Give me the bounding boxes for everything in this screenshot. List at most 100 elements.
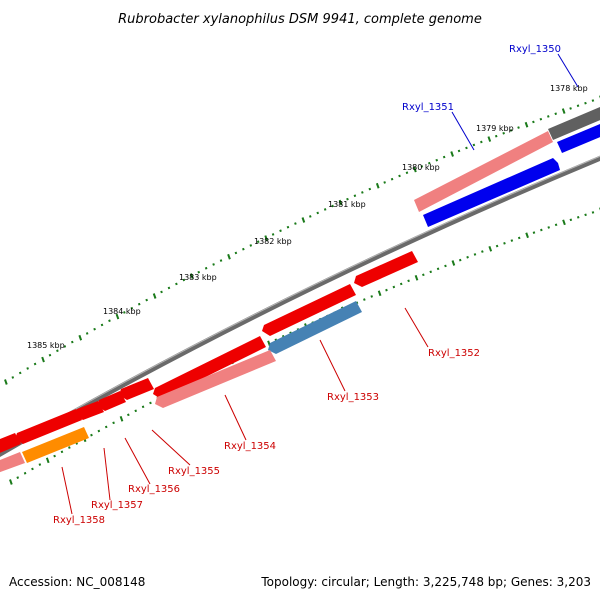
tick-mark: [435, 158, 439, 162]
tick-mark: [458, 258, 462, 262]
gene-rxyl-1351-part[interactable]: [557, 124, 600, 153]
tick-mark: [63, 345, 67, 348]
kbp-label-1382: 1382 kbp: [254, 237, 292, 246]
tick-mark: [286, 225, 290, 229]
tick-mark: [119, 415, 124, 422]
tick-mark: [316, 211, 320, 215]
tick-mark: [466, 255, 469, 259]
tick-mark: [48, 353, 52, 357]
tick-mark: [112, 421, 115, 425]
label-rxyl-1352[interactable]: Rxyl_1352: [428, 348, 480, 359]
kbp-label-1378: 1378 kbp: [550, 84, 588, 93]
tick-mark: [465, 146, 468, 150]
label-rxyl-1355[interactable]: Rxyl_1355: [168, 466, 220, 477]
kbp-label-1383: 1383 kbp: [179, 273, 217, 282]
tick-mark: [413, 166, 417, 173]
tick-mark: [546, 115, 550, 118]
gene-rxyl-1356[interactable]: [97, 391, 126, 411]
tick-mark: [554, 112, 558, 116]
tick-mark: [45, 457, 50, 464]
tick-mark: [370, 295, 374, 298]
tick-mark: [167, 286, 171, 290]
tick-mark: [127, 413, 130, 417]
tick-mark: [361, 191, 364, 194]
tick-mark: [90, 433, 93, 437]
tick-mark: [100, 323, 104, 327]
tick-mark: [420, 165, 424, 168]
gene-rxyl-1354-b[interactable]: [153, 336, 266, 399]
label-rxyl-1353[interactable]: Rxyl_1353: [327, 392, 379, 403]
tick-mark: [405, 171, 409, 175]
gene-rxyl-1357-b[interactable]: [15, 409, 82, 444]
tick-mark: [26, 367, 29, 370]
tick-mark: [451, 260, 456, 266]
tick-mark: [444, 264, 447, 268]
tick-mark: [130, 306, 134, 310]
tick-mark: [584, 213, 587, 217]
gene-rxyl-1355[interactable]: [119, 378, 154, 400]
tick-mark: [450, 151, 454, 157]
tick-mark: [517, 236, 521, 240]
label-rxyl-1357[interactable]: Rxyl_1357: [91, 500, 143, 511]
tick-mark: [503, 241, 506, 245]
tick-mark: [569, 107, 572, 110]
gene-rxyl-1353[interactable]: [268, 301, 362, 354]
tick-mark: [204, 266, 208, 270]
label-rxyl-1350[interactable]: Rxyl_1350: [509, 44, 561, 55]
tick-mark: [472, 143, 476, 147]
tick-mark: [227, 253, 231, 260]
gene-rxyl-1352-b[interactable]: [262, 284, 356, 336]
tick-mark: [249, 244, 253, 247]
kbp-label-1384: 1384 kbp: [103, 307, 141, 316]
gene-rxyl-1358[interactable]: [22, 427, 89, 463]
tick-mark: [414, 274, 419, 281]
tick-mark: [31, 467, 34, 471]
tick-mark: [16, 476, 20, 479]
tick-mark: [591, 99, 595, 102]
tick-mark: [294, 222, 297, 225]
tick-mark: [480, 140, 483, 144]
tick-mark: [540, 228, 543, 232]
gene-rxyl-1354[interactable]: [155, 350, 276, 408]
gene-rxyl-1358-left[interactable]: [0, 433, 21, 455]
tick-mark: [9, 479, 13, 485]
tick-mark: [219, 259, 223, 262]
tick-mark: [368, 187, 372, 191]
tick-mark: [331, 204, 334, 208]
tick-mark: [517, 126, 520, 129]
tick-mark: [85, 332, 89, 335]
tick-mark: [104, 425, 108, 429]
tick-mark: [189, 273, 194, 279]
tick-mark: [301, 217, 306, 223]
tick-mark: [123, 311, 126, 314]
tick-mark: [561, 108, 566, 114]
tick-mark: [547, 226, 551, 229]
tick-mark: [398, 174, 401, 178]
gene-rxyl-1350[interactable]: [548, 107, 600, 140]
tick-mark: [562, 219, 566, 226]
tick-mark: [487, 136, 492, 142]
gene-left-pink[interactable]: [0, 452, 25, 474]
label-rxyl-1356[interactable]: Rxyl_1356: [128, 484, 180, 495]
label-rxyl-1351[interactable]: Rxyl_1351: [402, 102, 454, 113]
tick-mark: [11, 376, 15, 379]
tick-mark: [591, 211, 595, 214]
label-rxyl-1358[interactable]: Rxyl_1358: [53, 515, 105, 526]
gene-rxyl-1357[interactable]: [75, 401, 104, 420]
gene-rxyl-1350-region[interactable]: [414, 131, 553, 212]
tick-mark: [4, 379, 8, 385]
tick-mark: [532, 231, 536, 234]
tick-mark: [38, 463, 42, 466]
tick-mark: [23, 471, 27, 475]
tick-mark: [182, 278, 186, 282]
label-rxyl-1354[interactable]: Rxyl_1354: [224, 441, 276, 452]
gene-rxyl-1351[interactable]: [423, 158, 560, 227]
tick-mark: [442, 155, 446, 159]
tick-mark: [78, 334, 83, 341]
tick-mark: [308, 215, 312, 218]
tick-mark: [576, 215, 580, 219]
tick-mark: [137, 302, 141, 306]
tick-mark: [68, 446, 71, 449]
gene-rxyl-1352[interactable]: [354, 251, 418, 287]
